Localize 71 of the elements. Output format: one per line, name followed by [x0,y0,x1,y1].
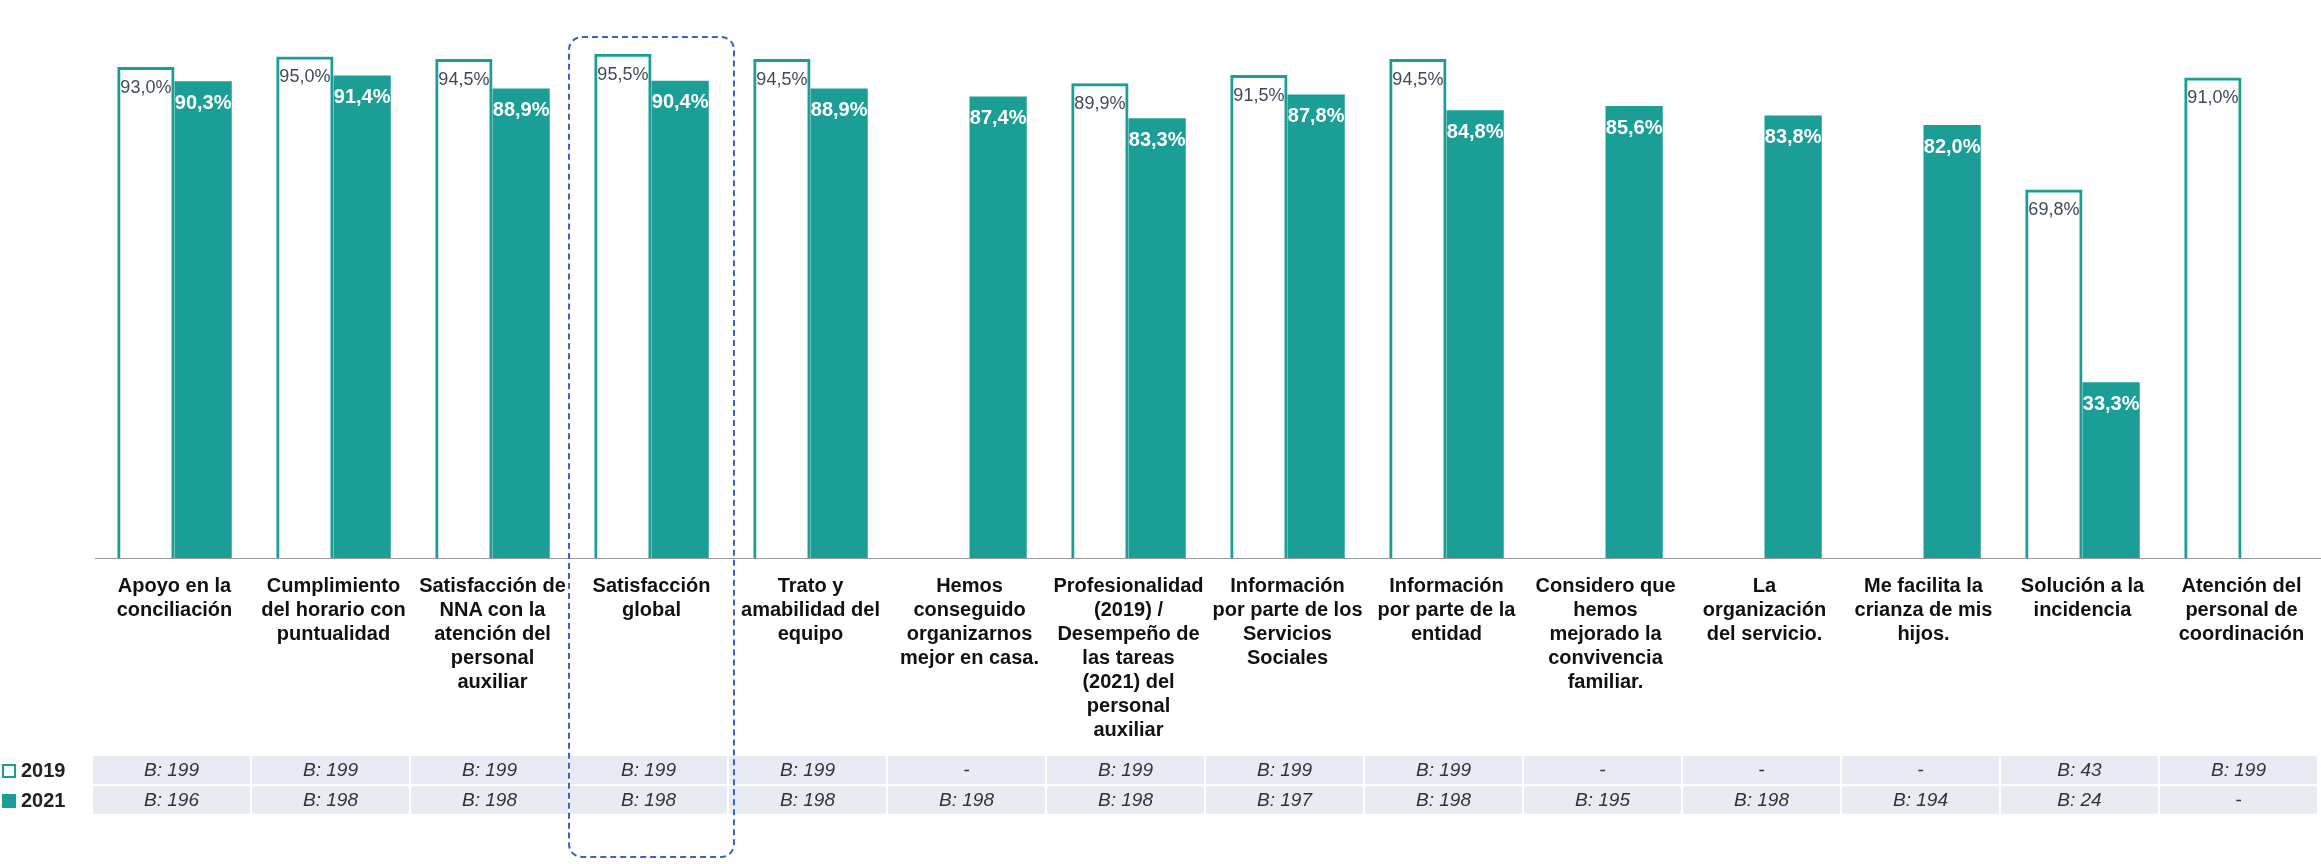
text: B: 199 [1047,756,1204,784]
legend-label: 2019 [2,756,91,784]
text: B: 198 [570,786,727,814]
data-label: 90,4% [651,90,709,113]
data-label: 84,8% [1446,119,1504,142]
x-tick-label: Atención del personal de coordinación [2178,573,2305,644]
data-label: 95,0% [279,66,331,87]
data-label: 88,9% [810,98,868,121]
data-label: 87,4% [969,106,1027,129]
text: B: 198 [729,786,886,814]
bar [1923,125,1981,558]
data-label: 93,0% [120,76,172,97]
text: B: 198 [1047,786,1204,814]
data-label: 83,3% [1128,127,1186,150]
text: B: 199 [729,756,886,784]
data-label: 33,3% [2082,391,2140,414]
text: B: 199 [1365,756,1522,784]
data-label: 87,8% [1287,103,1345,126]
bar [1605,106,1663,558]
x-tick-label: Hemos conseguido organizarnos mejor en casa. [900,573,1039,668]
data-label: 91,0% [2187,87,2239,108]
text: - [888,756,1045,784]
data-label: 82,0% [1923,134,1981,157]
text: B: 195 [1524,786,1681,814]
text: - [2160,786,2317,814]
text: B: 199 [2160,756,2317,784]
text: B: 24 [2001,786,2158,814]
text: B: 43 [2001,756,2158,784]
text: B: 199 [93,756,250,784]
bar [969,96,1027,558]
data-label: 88,9% [492,98,550,121]
x-tick-label: La organización del servicio. [1702,573,1827,644]
text: - [1842,756,1999,784]
data-label: 94,5% [756,69,808,90]
text: B: 194 [1842,786,1999,814]
text: - [1683,756,1840,784]
data-label: 89,9% [1074,93,1126,114]
x-tick-label: Profesionalidad (2019) / Desempeño de las tareas (2021) del personal auxiliar [1053,573,1204,740]
x-tick-label: Cumplimiento del horario con puntualidad [261,573,406,644]
data-label: 91,5% [1233,84,1285,105]
data-label: 94,5% [1392,69,1444,90]
text: B: 198 [411,786,568,814]
x-tick-label: Información por parte de la entidad [1377,573,1517,644]
x-tick-label: Me facilita la crianza de mis hijos. [1854,573,1993,644]
text: B: 198 [1365,786,1522,814]
text: B: 198 [888,786,1045,814]
legend-label: 2021 [2,786,91,814]
text: B: 199 [252,756,409,784]
data-label: 91,4% [333,84,391,107]
text: B: 199 [570,756,727,784]
data-label: 69,8% [2028,199,2080,220]
x-tick-label: Solución a la incidencia [2020,573,2146,620]
data-label: 83,8% [1764,125,1822,148]
data-label: 90,3% [174,90,232,113]
text: B: 198 [1683,786,1840,814]
x-tick-label: Considero que hemos mejorado la convivencia familiar. [1535,573,1676,692]
text: B: 199 [411,756,568,784]
text: B: 198 [252,786,409,814]
x-tick-label: Apoyo en la conciliación [116,573,233,620]
bar [1764,115,1822,558]
data-label: 95,5% [597,63,649,84]
data-label: 94,5% [438,69,490,90]
x-tick-label: Trato y amabilidad del equipo [741,573,880,644]
x-tick-label: Satisfacción de NNA con la atención del personal auxiliar [419,573,566,692]
data-label: 85,6% [1605,115,1663,138]
x-tick-label: Información por parte de los Servicios Sociales [1212,573,1363,668]
text: B: 197 [1206,786,1363,814]
text: - [1524,756,1681,784]
x-tick-label: Satisfacción global [592,573,711,620]
text: B: 196 [93,786,250,814]
text: B: 199 [1206,756,1363,784]
